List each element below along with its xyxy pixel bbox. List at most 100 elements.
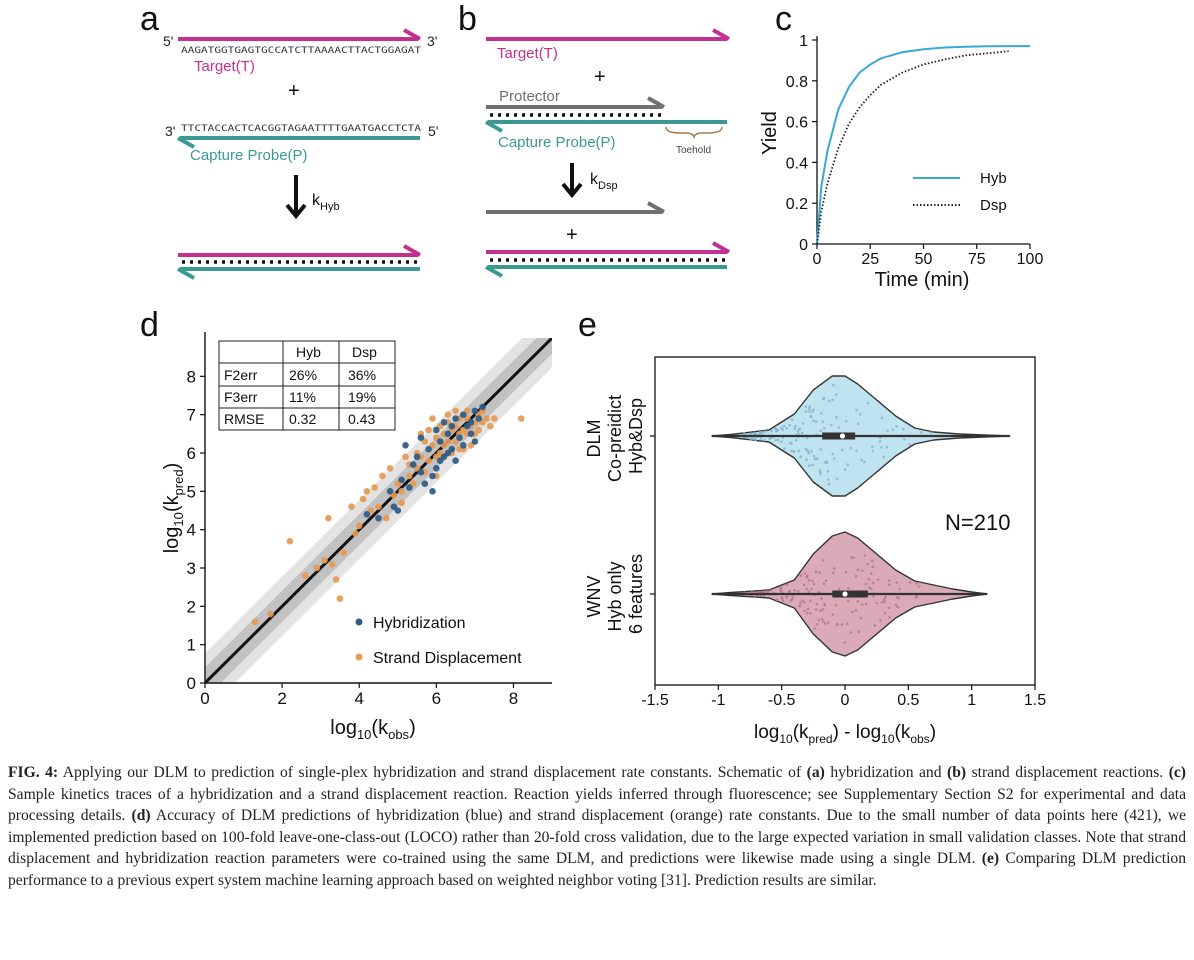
d-point-hybridization bbox=[429, 488, 436, 495]
d-point-strand-displacement bbox=[286, 537, 294, 545]
e-sample-point bbox=[809, 599, 812, 603]
e-sample-point bbox=[790, 442, 793, 445]
e-sample-point bbox=[876, 578, 880, 581]
e-sample-point bbox=[788, 423, 791, 427]
e-sample-point bbox=[831, 571, 835, 575]
e-sample-point bbox=[812, 408, 815, 412]
d-point-hybridization bbox=[456, 434, 463, 442]
d-table-cell: 19% bbox=[348, 389, 376, 405]
e-sample-point bbox=[908, 581, 912, 584]
e-sample-point bbox=[884, 595, 887, 599]
e-sample-point bbox=[837, 426, 840, 429]
toehold-label: Toehold bbox=[676, 145, 711, 156]
caption-ref: (d) bbox=[131, 807, 151, 825]
d-y-tick-label: 0 bbox=[187, 674, 196, 693]
d-point-strand-displacement bbox=[301, 572, 309, 579]
b-plus-sign: + bbox=[594, 66, 606, 88]
d-legend-dsp-marker bbox=[355, 653, 363, 661]
e-sample-point bbox=[835, 393, 838, 396]
e-sample-point bbox=[794, 438, 798, 442]
e-sample-point bbox=[898, 587, 901, 591]
e-sample-point bbox=[880, 416, 884, 420]
e-sample-point bbox=[831, 452, 835, 456]
e-sample-point bbox=[863, 460, 866, 464]
e-sample-point bbox=[875, 601, 878, 605]
e-sample-point bbox=[826, 469, 830, 473]
e-sample-point bbox=[762, 594, 766, 598]
d-y-tick-label: 5 bbox=[187, 482, 196, 501]
rate-kdsp: kDsp bbox=[590, 171, 618, 192]
e-sample-point bbox=[863, 554, 867, 557]
b-plus-sign-2: + bbox=[566, 224, 578, 246]
e-sample-point bbox=[815, 420, 818, 424]
d-point-strand-displacement bbox=[251, 618, 259, 625]
e-group2-label: WNV Hyb only 6 features bbox=[584, 554, 646, 634]
e-sample-point bbox=[819, 429, 823, 433]
e-sample-point bbox=[833, 567, 836, 570]
e-sample-point bbox=[781, 599, 785, 603]
e-sample-point bbox=[788, 590, 791, 593]
panel-e: e -1.5 -1 -0.5 0 0.5 1 1.5 DLM Co-preidict Hyb… bbox=[578, 306, 1046, 746]
e-sample-point bbox=[929, 431, 933, 434]
c-y-tick-label: 0.6 bbox=[786, 115, 808, 132]
e-sample-point bbox=[831, 398, 834, 402]
e-sample-point bbox=[808, 405, 811, 409]
e-sample-point bbox=[811, 410, 814, 414]
e-sample-point bbox=[806, 449, 809, 453]
d-ylabel: log10(kpred) bbox=[161, 463, 186, 554]
e-x-tick-label: -1.5 bbox=[641, 692, 669, 709]
d-xlabel: log10(kobs) bbox=[330, 717, 415, 742]
e-sample-point bbox=[845, 419, 848, 423]
e-sample-point bbox=[873, 624, 877, 627]
e-sample-point bbox=[790, 418, 794, 421]
e-sample-point bbox=[823, 602, 826, 606]
e-sample-point bbox=[808, 410, 811, 413]
c-y-tick-label: 0.2 bbox=[786, 196, 808, 213]
e-sample-point bbox=[835, 477, 839, 481]
e-sample-point bbox=[878, 440, 882, 443]
e-sample-point bbox=[897, 596, 900, 600]
d-y-tick-label: 8 bbox=[187, 367, 196, 386]
e-sample-point bbox=[857, 422, 860, 426]
d-point-strand-displacement bbox=[382, 514, 390, 522]
e-sample-point bbox=[891, 428, 895, 432]
e-sample-point bbox=[872, 594, 875, 598]
e-sample-point bbox=[805, 458, 808, 462]
e-sample-point bbox=[902, 427, 905, 431]
e-sample-point bbox=[807, 451, 811, 455]
e-sample-point bbox=[780, 440, 783, 444]
e-sample-point bbox=[810, 449, 813, 453]
e-sample-point bbox=[827, 621, 830, 624]
d-point-strand-displacement bbox=[444, 438, 452, 445]
c-x-tick-label: 50 bbox=[915, 251, 933, 268]
e-sample-point bbox=[796, 590, 800, 593]
e-sample-point bbox=[883, 600, 886, 603]
e-sample-point bbox=[811, 463, 814, 467]
d-axes: 0 1 2 3 4 5 6 7 8 0 2 4 6 8 bbox=[187, 332, 552, 708]
d-y-tick-label: 3 bbox=[187, 559, 196, 578]
d-point-strand-displacement bbox=[348, 503, 355, 511]
e-sample-point bbox=[855, 449, 858, 453]
e-sample-point bbox=[880, 601, 884, 604]
d-point-hybridization bbox=[436, 438, 444, 445]
e-sample-point bbox=[871, 581, 875, 585]
d-point-hybridization bbox=[398, 476, 405, 484]
e-sample-point bbox=[820, 617, 824, 621]
e-sample-point bbox=[812, 419, 815, 423]
e-sample-point bbox=[857, 630, 861, 633]
d-point-strand-displacement bbox=[321, 557, 328, 564]
d-point-strand-displacement bbox=[355, 522, 363, 530]
e-sample-point bbox=[774, 439, 778, 442]
d-y-tick-label: 2 bbox=[187, 597, 196, 616]
reaction-arrowhead bbox=[285, 203, 307, 220]
e-sample-point bbox=[820, 597, 823, 600]
e-sample-point bbox=[887, 606, 891, 610]
e-sample-point bbox=[817, 590, 821, 594]
e-sample-point bbox=[823, 426, 826, 430]
e-median bbox=[839, 433, 846, 439]
d-point-hybridization bbox=[386, 488, 394, 495]
e-sample-point bbox=[805, 587, 808, 591]
e-x-tick-label: -1 bbox=[711, 692, 725, 709]
b-target-label: Target(T) bbox=[497, 45, 558, 62]
d-point-hybridization bbox=[452, 415, 459, 422]
